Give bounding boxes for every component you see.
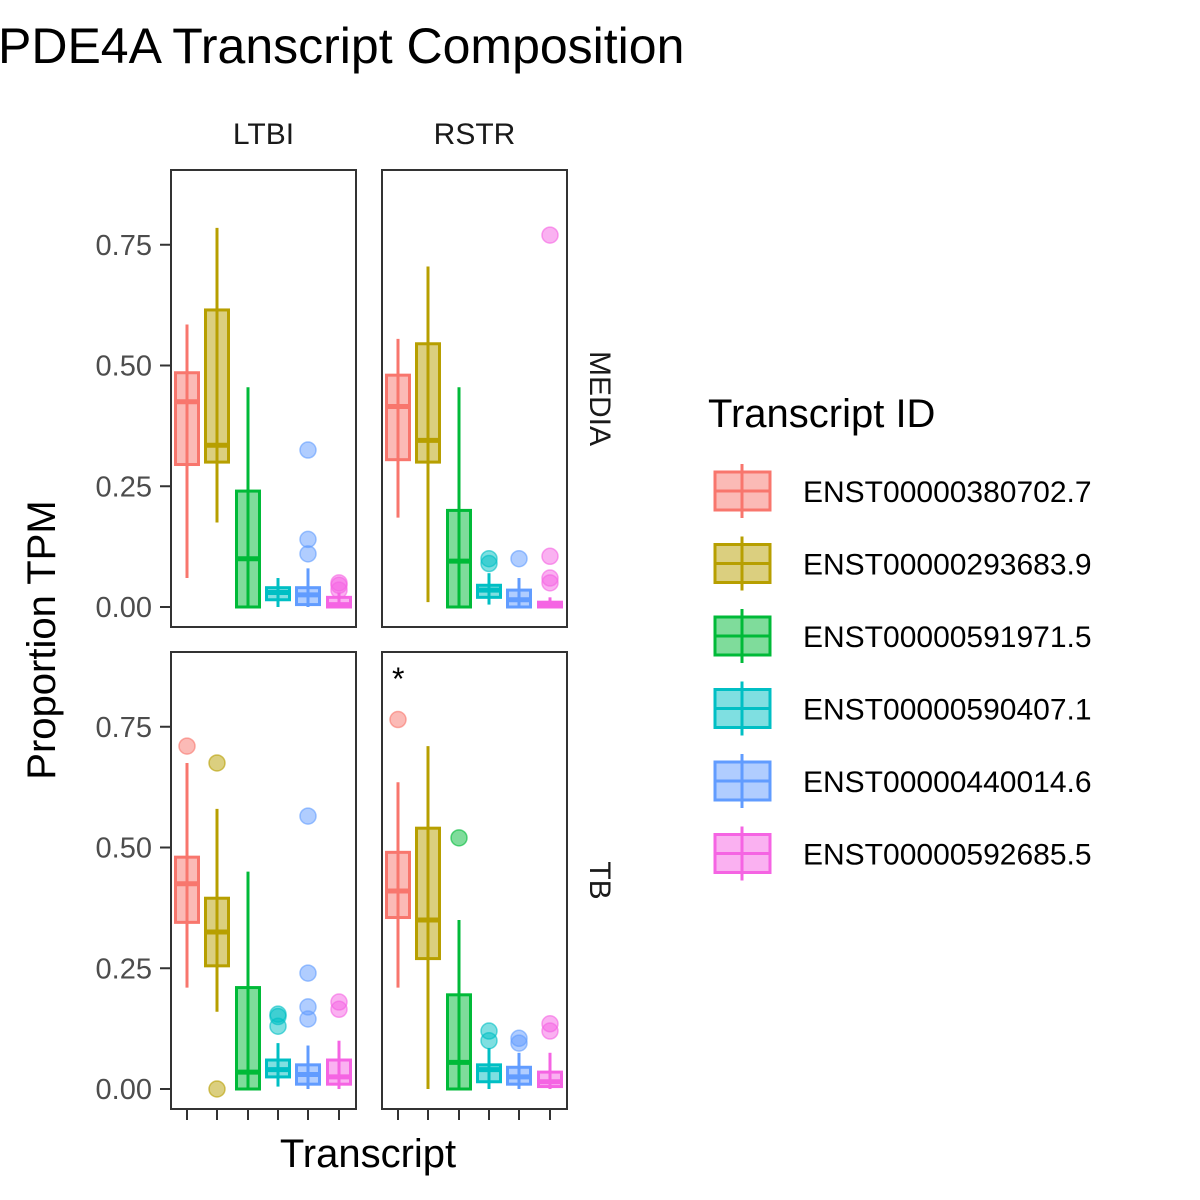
- legend-entry: ENST00000293683.9: [713, 536, 1092, 591]
- box-body: [446, 993, 472, 1091]
- box-ENST00000380702.7: [385, 338, 411, 518]
- facet-strip-tb: TB: [583, 861, 616, 899]
- y-tick-label: 0.75: [96, 712, 152, 744]
- box-ENST00000590407.1: [265, 578, 291, 607]
- box-ENST00000293683.9: [204, 754, 230, 1098]
- outlier-point: [541, 226, 559, 244]
- box-ENST00000591971.5: [235, 871, 261, 1091]
- x-axis-title: Transcript: [280, 1132, 456, 1176]
- box-ENST00000380702.7: [385, 710, 411, 988]
- outlier-point: [299, 441, 317, 459]
- y-axis-title: Proportion TPM: [20, 500, 64, 779]
- box-ENST00000592685.5: [537, 1015, 563, 1089]
- outlier-point: [480, 1022, 498, 1040]
- box-ENST00000590407.1: [265, 1005, 291, 1087]
- legend-label: ENST00000591971.5: [803, 621, 1092, 654]
- panel-media-rstr: [381, 169, 568, 628]
- box-body: [235, 489, 261, 609]
- panel-tb-rstr: *: [381, 651, 568, 1110]
- panel-border: [170, 651, 357, 1110]
- legend-label: ENST00000380702.7: [803, 476, 1092, 509]
- legend-entry: ENST00000592685.5: [713, 826, 1092, 881]
- legend-entry: ENST00000590407.1: [713, 681, 1092, 736]
- facet-strip-rstr: RSTR: [434, 118, 516, 151]
- box-ENST00000592685.5: [326, 574, 352, 609]
- outlier-point: [541, 547, 559, 566]
- box-body: [235, 986, 261, 1091]
- outlier-point: [178, 737, 196, 755]
- y-tick-label: 0.50: [96, 351, 152, 383]
- y-tick-label: 0.25: [96, 471, 152, 503]
- facet-strip-ltbi: LTBI: [233, 118, 294, 151]
- y-tick-label: 0.00: [96, 1074, 152, 1106]
- legend-title: Transcript ID: [708, 392, 935, 436]
- box-ENST00000293683.9: [415, 746, 441, 1089]
- outlier-point: [299, 964, 317, 982]
- outlier-point: [541, 1015, 559, 1033]
- box-ENST00000591971.5: [235, 387, 261, 609]
- panel-media-ltbi: [170, 169, 357, 628]
- box-ENST00000380702.7: [174, 324, 200, 579]
- box-ENST00000592685.5: [537, 226, 563, 609]
- outlier-point: [330, 574, 348, 592]
- outlier-point: [541, 569, 559, 587]
- outlier-point: [299, 530, 317, 549]
- box-body: [385, 373, 411, 462]
- box-body: [385, 850, 411, 920]
- box-body: [326, 1058, 352, 1086]
- y-tick-label: 0.50: [96, 833, 152, 865]
- panel-border: [381, 169, 568, 628]
- box-ENST00000440014.6: [506, 1029, 532, 1089]
- outlier-point: [510, 1029, 528, 1048]
- legend-entry: ENST00000591971.5: [713, 609, 1092, 663]
- outlier-point: [330, 993, 348, 1011]
- outlier-point: [450, 829, 468, 847]
- outlier-point: [269, 1005, 287, 1023]
- panel-border: [170, 169, 357, 628]
- box-ENST00000293683.9: [204, 227, 230, 523]
- legend-entry: ENST00000380702.7: [713, 464, 1092, 518]
- box-body: [204, 308, 230, 464]
- box-ENST00000590407.1: [476, 1022, 502, 1089]
- outlier-point: [480, 549, 498, 568]
- box-ENST00000590407.1: [476, 549, 502, 605]
- y-tick-label: 0.75: [96, 230, 152, 262]
- legend-entry: ENST00000440014.6: [713, 754, 1092, 808]
- box-body: [174, 371, 200, 467]
- y-tick-label: 0.00: [96, 592, 152, 624]
- legend-label: ENST00000293683.9: [803, 549, 1092, 582]
- y-tick-label: 0.25: [96, 953, 152, 985]
- box-ENST00000591971.5: [446, 387, 472, 609]
- panel-tb-ltbi: [170, 651, 357, 1110]
- outlier-point: [299, 998, 317, 1016]
- legend: Transcript ID ENST00000380702.7 ENST00000…: [708, 392, 1092, 881]
- legend-label: ENST00000590407.1: [803, 694, 1092, 727]
- box-ENST00000440014.6: [506, 549, 532, 609]
- facet-strip-media: MEDIA: [583, 351, 616, 446]
- chart-title: PDE4A Transcript Composition: [0, 18, 684, 74]
- box-ENST00000440014.6: [295, 807, 321, 1089]
- outlier-point: [208, 1080, 226, 1098]
- legend-label: ENST00000592685.5: [803, 839, 1092, 872]
- outlier-point: [510, 549, 528, 568]
- outlier-point: [389, 710, 407, 729]
- box-ENST00000440014.6: [295, 441, 321, 607]
- box-body: [415, 342, 441, 464]
- outlier-point: [299, 545, 317, 563]
- outlier-point: [299, 807, 317, 825]
- box-body: [415, 826, 441, 961]
- box-ENST00000380702.7: [174, 737, 200, 988]
- box-ENST00000293683.9: [415, 266, 441, 603]
- outlier-point: [208, 754, 226, 772]
- legend-label: ENST00000440014.6: [803, 766, 1092, 799]
- box-ENST00000591971.5: [446, 829, 472, 1091]
- box-ENST00000592685.5: [326, 993, 352, 1089]
- panel-border: [381, 651, 568, 1110]
- facet-panels: LTBI RSTR MEDIA TB 0.00 0.25 0.50 0.75 0.00 0.25 0…: [96, 118, 616, 1120]
- significance-annotation: *: [392, 661, 404, 697]
- box-body: [174, 855, 200, 924]
